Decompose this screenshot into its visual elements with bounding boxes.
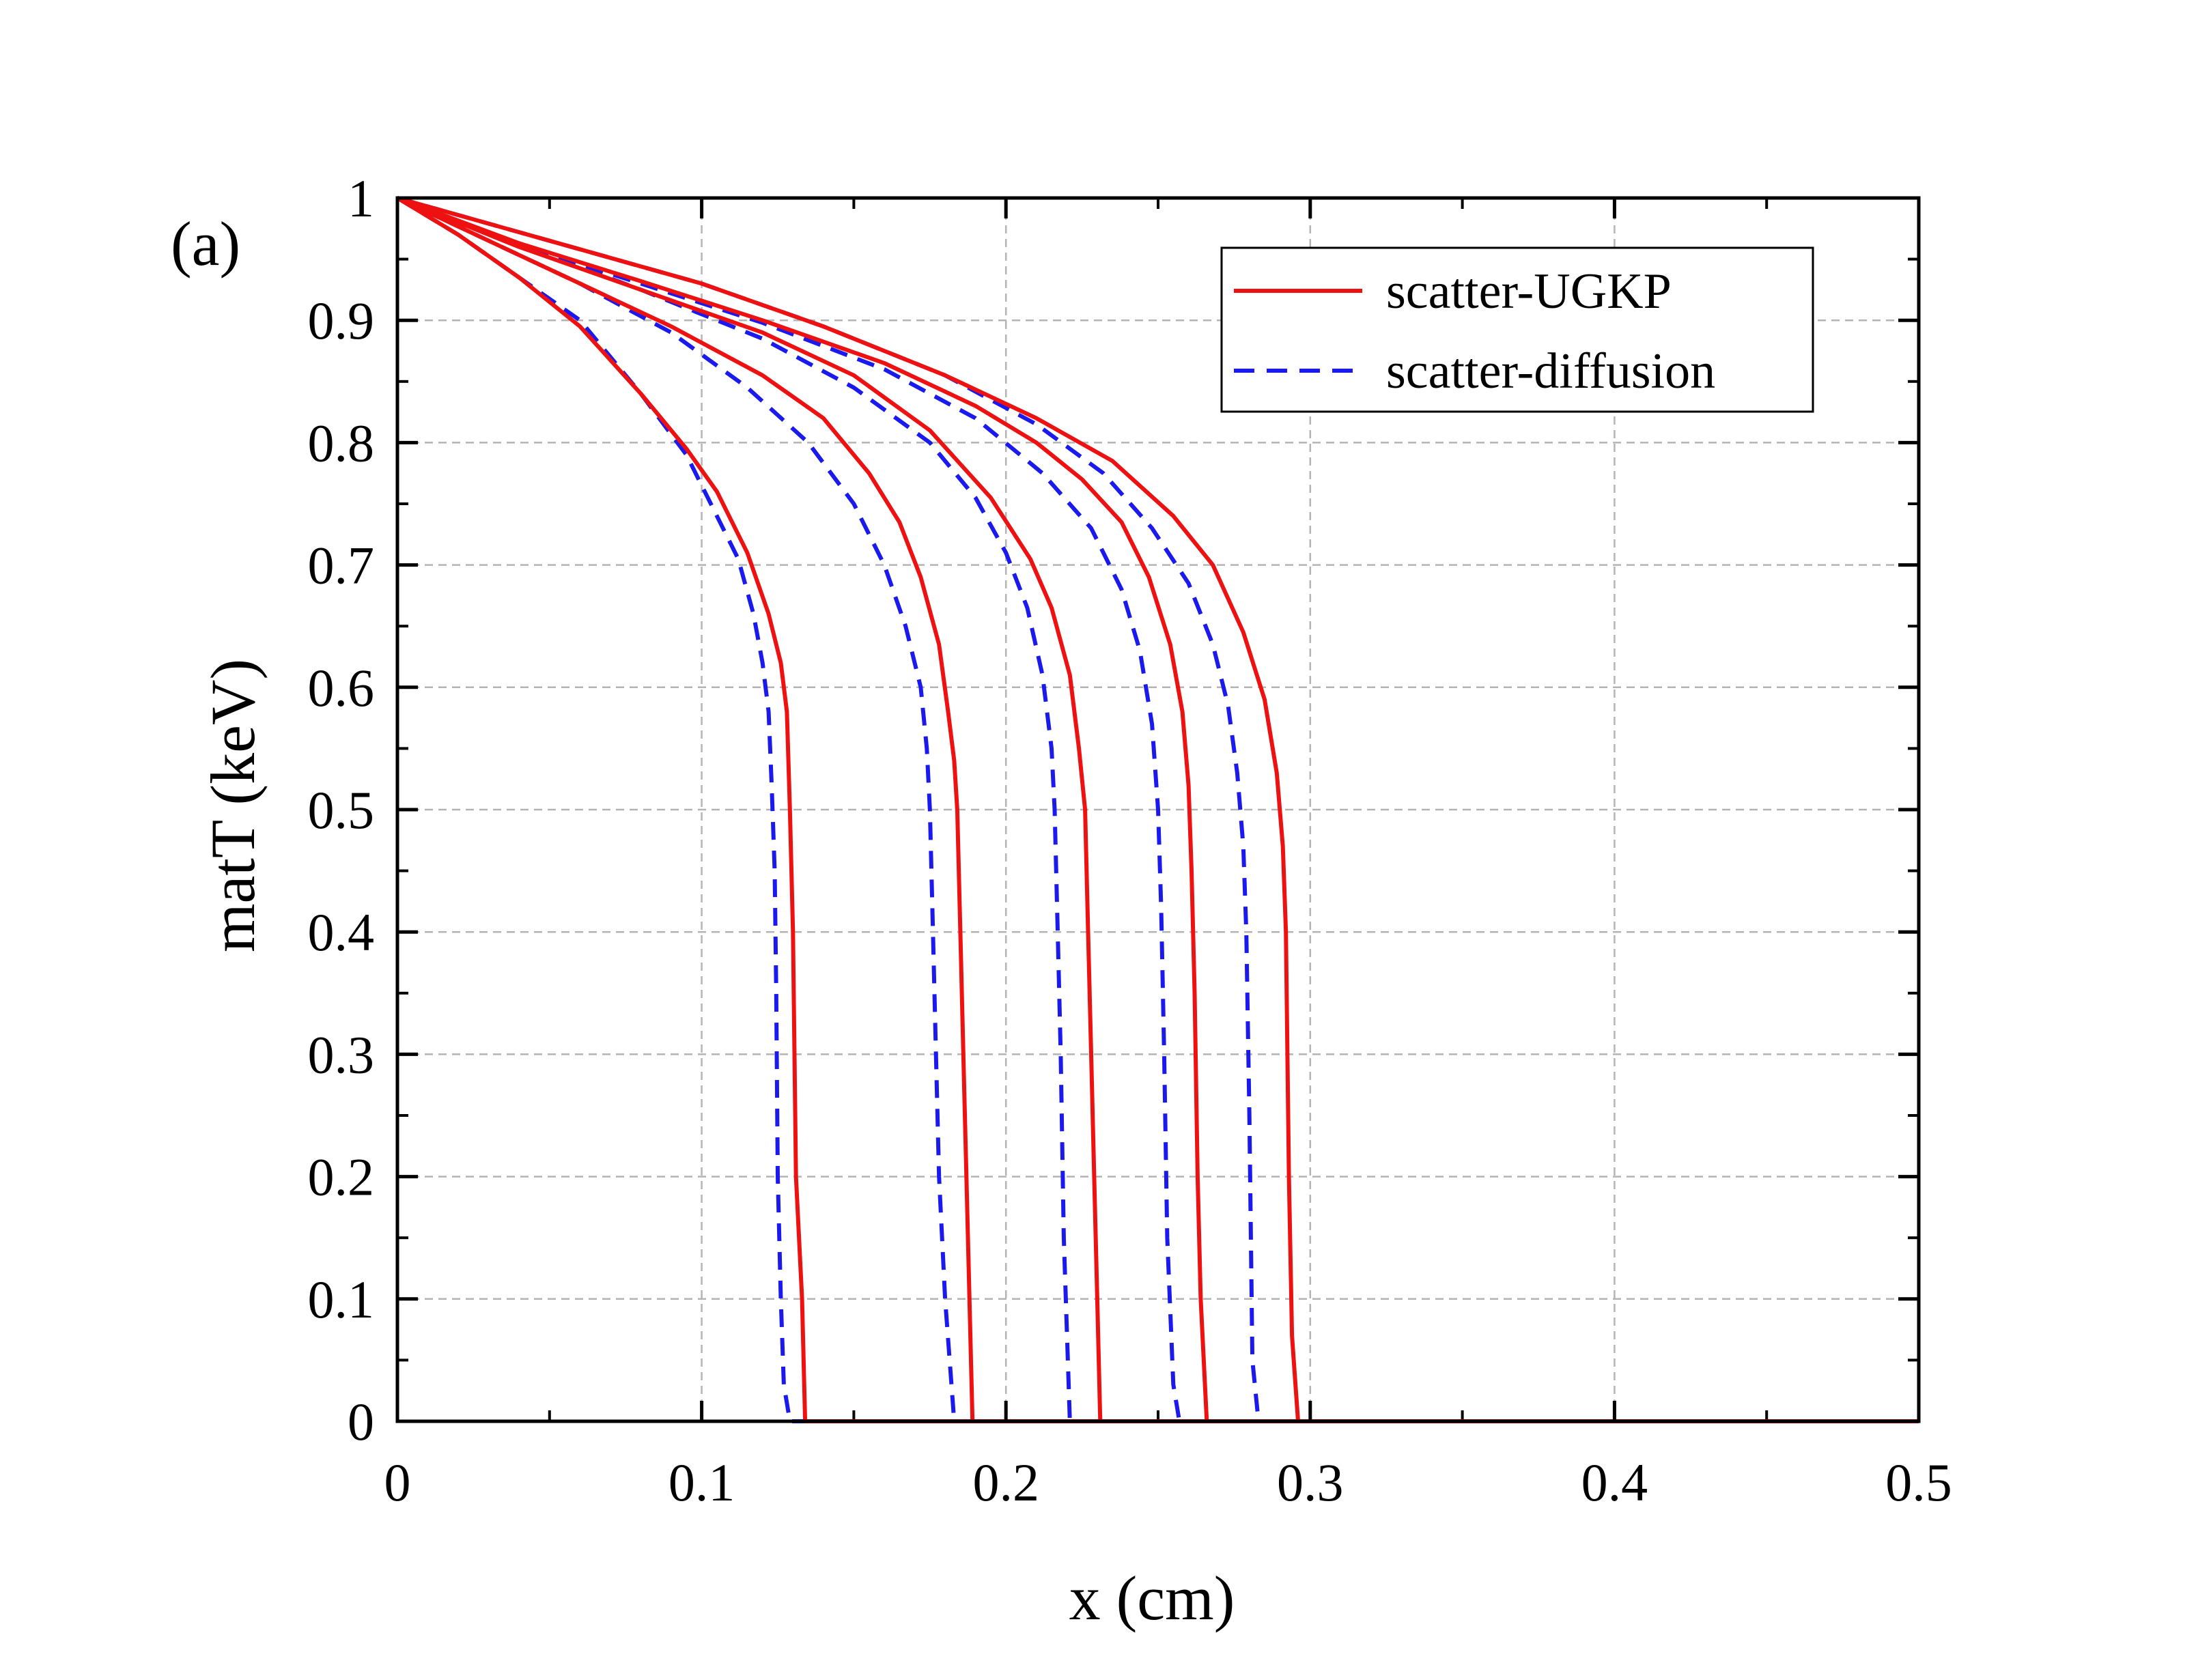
diffusion-series-line-0 <box>396 196 1919 1423</box>
ugkp-series-line-0 <box>396 196 1919 1423</box>
series-group <box>396 196 1919 1423</box>
y-tick-label: 0.4 <box>308 902 375 962</box>
x-tick-label: 0.3 <box>1277 1453 1344 1512</box>
x-axis-title: x (cm) <box>1069 1563 1235 1633</box>
y-tick-label: 0.7 <box>308 536 375 595</box>
y-tick-label: 0.6 <box>308 658 375 717</box>
diffusion-series-line-3 <box>396 196 1919 1423</box>
x-tick-label: 0 <box>384 1453 411 1512</box>
y-tick-labels: 0 0.1 0.2 0.3 0.4 0.5 0.6 0.7 0.8 0.9 1 <box>308 169 375 1451</box>
legend: scatter-UGKP scatter-diffusion <box>1220 246 1814 413</box>
y-tick-label: 0 <box>348 1392 374 1451</box>
ugkp-series-line-3 <box>396 196 1919 1423</box>
x-tick-labels: 0 0.1 0.2 0.3 0.4 0.5 <box>384 1453 1952 1512</box>
y-tick-label: 0.3 <box>308 1025 375 1084</box>
legend-label-ugkp: scatter-UGKP <box>1386 264 1672 319</box>
x-tick-label: 0.2 <box>972 1453 1039 1512</box>
diffusion-series-line-1 <box>396 196 1919 1423</box>
y-axis-title: matT (keV) <box>198 659 268 952</box>
x-tick-label: 0.1 <box>668 1453 735 1512</box>
ugkp-series-line-2 <box>396 196 1919 1423</box>
y-tick-label: 0.8 <box>308 413 375 472</box>
ugkp-series-line-1 <box>396 196 1919 1423</box>
major-ticks <box>395 196 1921 1423</box>
x-tick-label: 0.5 <box>1885 1453 1952 1512</box>
y-tick-label: 1 <box>348 169 374 228</box>
panel-label: (a) <box>171 209 240 279</box>
y-tick-label: 0.2 <box>308 1148 375 1207</box>
x-tick-label: 0.4 <box>1581 1453 1648 1512</box>
legend-label-diffusion: scatter-diffusion <box>1386 343 1715 399</box>
y-tick-label: 0.9 <box>308 291 375 350</box>
y-tick-label: 0.5 <box>308 780 375 840</box>
legend-box <box>1220 246 1814 413</box>
ugkp-series-line-4 <box>397 196 1919 1423</box>
y-tick-label: 0.1 <box>308 1270 375 1329</box>
diffusion-series-line-2 <box>396 196 1919 1423</box>
diffusion-series-line-4 <box>397 196 1919 1423</box>
grid <box>397 198 1919 1421</box>
